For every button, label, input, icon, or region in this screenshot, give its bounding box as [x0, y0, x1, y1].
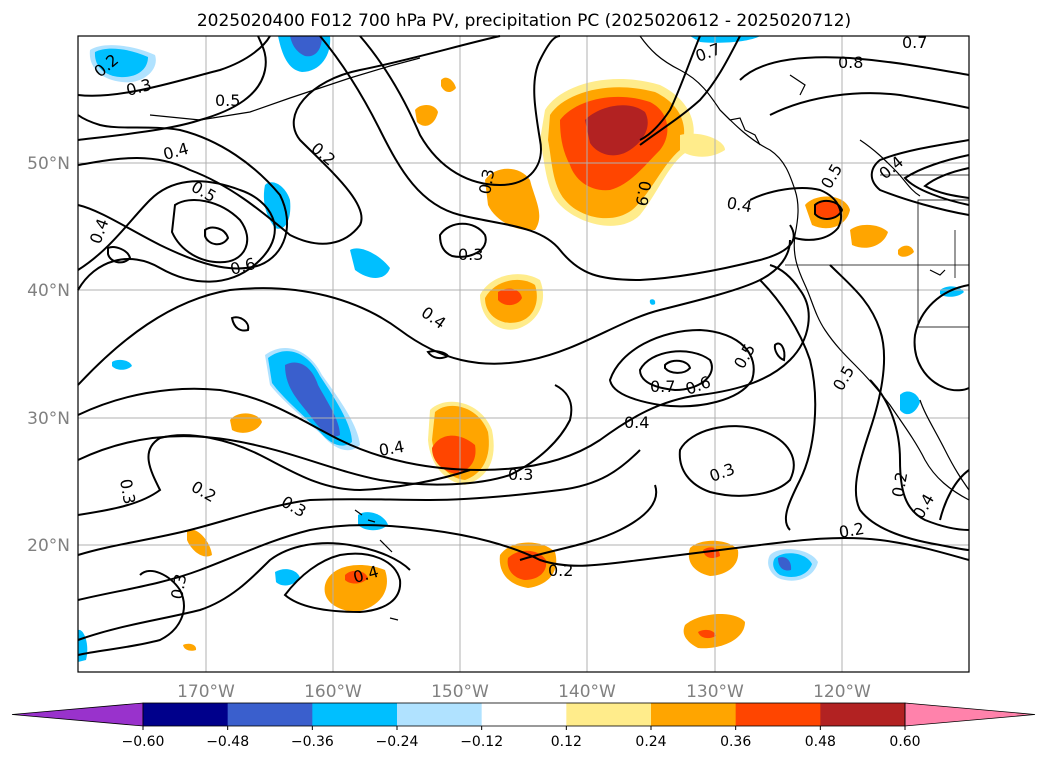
longitude-labels: 170°W 160°W 150°W 140°W 130°W 120°W: [177, 682, 871, 702]
colorbar-cells: [11, 702, 1036, 727]
contour-label: 0.4: [725, 193, 753, 216]
colorbar: −0.60 −0.48 −0.36 −0.24 −0.12 0.12 0.24 0.36 0.4…: [11, 702, 1036, 750]
colorbar-tick-label: 0.12: [551, 734, 582, 750]
colorbar-frame: [142, 702, 906, 727]
contour-label: 0.2: [548, 561, 573, 580]
contour-label: 0.8: [838, 53, 863, 72]
latitude-labels: 50°N 40°N 30°N 20°N: [27, 154, 70, 556]
pv-contours: [77, 35, 970, 656]
lon-label-120w: 120°W: [813, 682, 871, 702]
colorbar-tick-label: −0.60: [122, 734, 165, 750]
colorbar-tick-label: −0.48: [206, 734, 249, 750]
lat-label-50n: 50°N: [27, 154, 70, 174]
contour-label: 0.2: [888, 470, 911, 498]
colorbar-cell: [227, 703, 313, 726]
lat-label-40n: 40°N: [27, 281, 70, 301]
precip-shading: [78, 36, 964, 662]
colorbar-tick-labels: −0.60 −0.48 −0.36 −0.24 −0.12 0.12 0.24 0.36 0.4…: [122, 726, 921, 750]
contour-label: 0.4: [624, 413, 649, 432]
contour-label: 0.4: [377, 437, 405, 460]
colorbar-cell: [397, 703, 483, 726]
colorbar-tick-label: −0.36: [291, 734, 334, 750]
contour-label: 0.2: [837, 519, 865, 542]
lon-label-130w: 130°W: [686, 682, 744, 702]
colorbar-cell: [651, 703, 737, 726]
map-gridlines: [78, 36, 969, 672]
lat-label-20n: 20°N: [27, 536, 70, 556]
colorbar-extend-min: [11, 702, 144, 727]
colorbar-cell: [481, 703, 567, 726]
colorbar-tick-label: −0.24: [376, 734, 419, 750]
figure-title: 2025020400 F012 700 hPa PV, precipitatio…: [197, 11, 851, 31]
lon-label-160w: 160°W: [304, 682, 362, 702]
contour-label: 0.7: [650, 377, 675, 396]
contour-label: 0.3: [167, 572, 190, 600]
contour-label: 0.3: [475, 167, 498, 195]
colorbar-tick-label: −0.12: [460, 734, 503, 750]
colorbar-cell: [566, 703, 652, 726]
contour-label: 0.3: [116, 477, 139, 505]
colorbar-cell: [312, 703, 398, 726]
colorbar-cell: [820, 703, 906, 726]
lon-label-170w: 170°W: [177, 682, 235, 702]
lat-label-30n: 30°N: [27, 409, 70, 429]
contour-label: 0.3: [508, 465, 533, 484]
contour-label: 0.3: [458, 245, 483, 264]
contour-label: 0.7: [902, 33, 927, 52]
lon-label-150w: 150°W: [431, 682, 489, 702]
colorbar-tick-label: 0.24: [635, 734, 666, 750]
colorbar-tick-label: 0.60: [889, 734, 920, 750]
colorbar-cell: [735, 703, 821, 726]
contour-label: 0.9: [632, 179, 655, 207]
lon-label-140w: 140°W: [558, 682, 616, 702]
colorbar-cell: [143, 703, 229, 726]
colorbar-extend-max: [904, 702, 1036, 727]
colorbar-tick-label: 0.48: [805, 734, 836, 750]
map-panel: 0.2 0.3 0.5 0.4 0.5 0.6 0.4 0.2 0.3 0.3 …: [77, 33, 970, 673]
contour-label: 0.5: [215, 91, 240, 110]
colorbar-tick-label: 0.36: [720, 734, 751, 750]
